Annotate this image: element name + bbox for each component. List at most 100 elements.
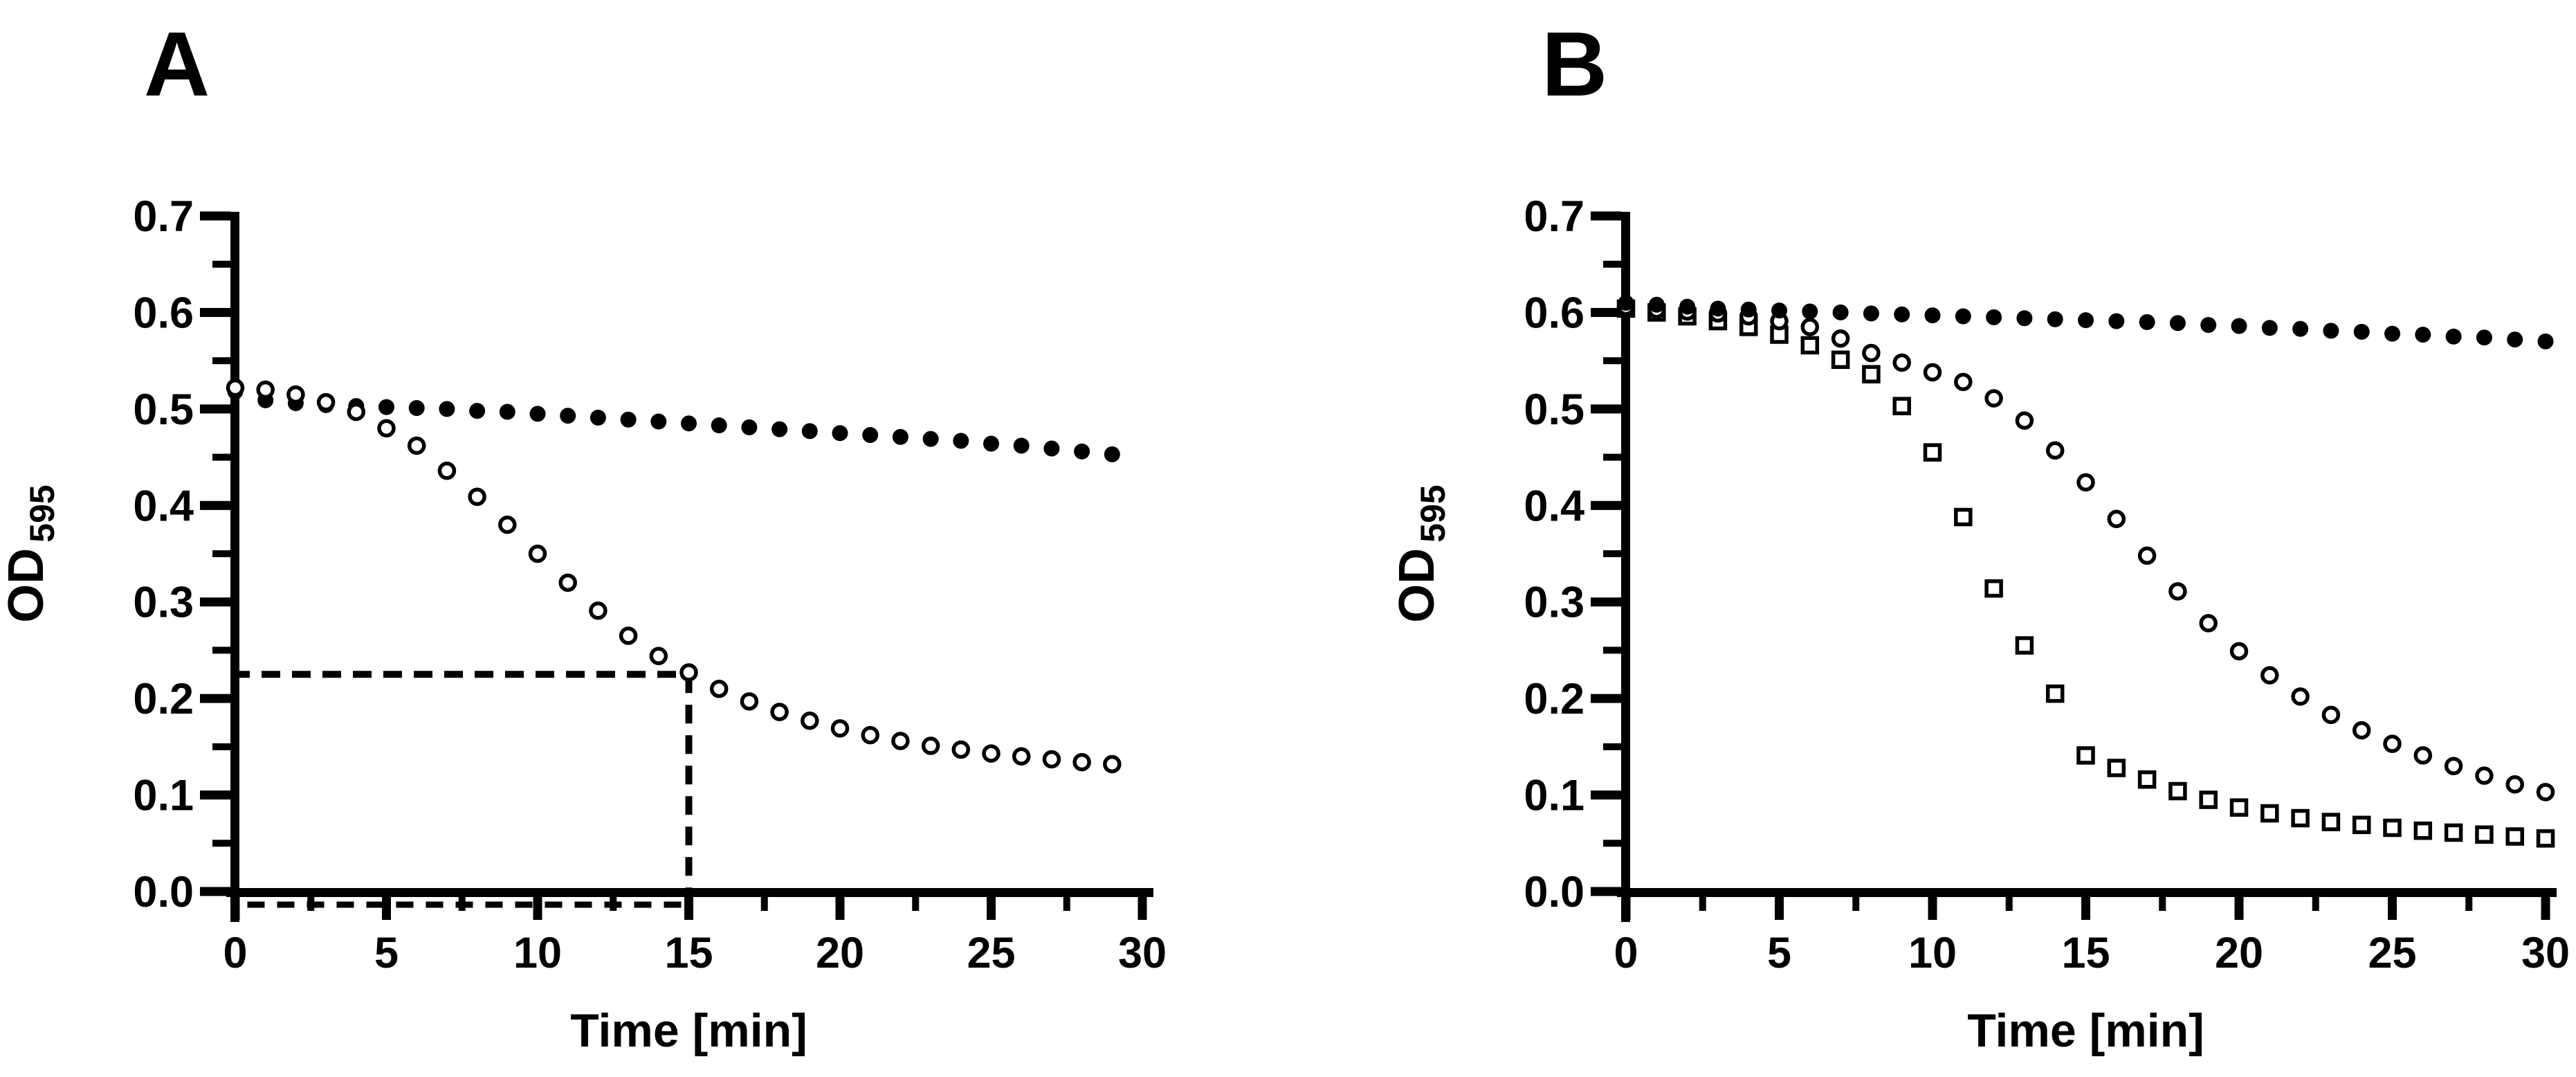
data-point-open-circle bbox=[226, 378, 245, 397]
y-axis-title-main: OD bbox=[0, 548, 54, 623]
y-major-tick bbox=[200, 887, 230, 896]
data-point-filled-circle bbox=[953, 433, 969, 449]
data-point-filled-circle bbox=[801, 423, 818, 440]
y-tick-label: 0.3 bbox=[1524, 579, 1584, 627]
x-tick-label: 20 bbox=[816, 929, 864, 977]
data-point-filled-circle bbox=[1679, 298, 1696, 315]
data-point-filled-circle bbox=[2108, 313, 2125, 329]
x-minor-tick bbox=[2312, 897, 2319, 911]
data-point-open-circle bbox=[1862, 343, 1881, 363]
y-tick-label: 0.0 bbox=[133, 868, 194, 916]
y-major-tick bbox=[200, 597, 230, 607]
data-point-open-circle bbox=[468, 487, 486, 506]
y-major-tick bbox=[200, 211, 230, 221]
data-point-open-circle bbox=[2045, 441, 2065, 460]
data-point-open-circle bbox=[2475, 766, 2494, 785]
data-point-filled-circle bbox=[469, 403, 486, 419]
data-point-open-square bbox=[2076, 746, 2095, 765]
y-minor-tick bbox=[1603, 260, 1621, 268]
data-point-open-circle bbox=[830, 719, 850, 738]
data-point-open-square bbox=[2045, 684, 2065, 703]
data-point-open-circle bbox=[649, 646, 668, 666]
y-axis-title: OD 595 bbox=[0, 485, 62, 622]
data-point-filled-circle bbox=[1648, 296, 1665, 313]
data-point-open-circle bbox=[2260, 666, 2279, 685]
y-minor-tick bbox=[1603, 357, 1621, 365]
data-point-filled-circle bbox=[2016, 310, 2033, 327]
data-point-filled-circle bbox=[620, 411, 637, 428]
data-point-filled-circle bbox=[529, 406, 546, 422]
data-point-open-circle bbox=[407, 436, 426, 455]
data-point-open-circle bbox=[2352, 721, 2371, 740]
data-point-filled-circle bbox=[2261, 320, 2278, 336]
y-tick-label: 0.5 bbox=[133, 386, 194, 434]
data-point-filled-circle bbox=[892, 428, 908, 445]
data-point-filled-circle bbox=[2507, 331, 2523, 347]
data-point-open-square bbox=[1831, 350, 1850, 369]
panel-b: B 0.0 0.1 0.2 0.3 0.4 0.5 0.6 0.7 0 5 10 15 20 25 30 Tim… bbox=[1389, 13, 2570, 1057]
y-tick-label: 0.1 bbox=[1524, 772, 1584, 820]
y-major-tick bbox=[1591, 500, 1621, 510]
data-point-open-circle bbox=[891, 732, 910, 750]
data-point-open-circle bbox=[1012, 747, 1031, 766]
y-minor-tick bbox=[1603, 550, 1621, 557]
data-point-open-circle bbox=[921, 736, 940, 755]
data-point-open-circle bbox=[558, 573, 577, 592]
x-major-tick bbox=[230, 897, 240, 920]
data-point-open-circle bbox=[2168, 582, 2187, 601]
data-point-open-circle bbox=[740, 692, 759, 711]
data-point-filled-circle bbox=[2231, 318, 2247, 334]
y-major-tick bbox=[200, 500, 230, 510]
x-major-tick bbox=[382, 897, 391, 920]
x-minor-tick bbox=[1699, 897, 1706, 911]
y-major-tick bbox=[1591, 887, 1621, 896]
y-minor-tick bbox=[1603, 743, 1621, 750]
data-point-filled-circle bbox=[2445, 328, 2462, 345]
x-major-tick bbox=[987, 897, 996, 920]
data-point-open-square bbox=[2107, 759, 2126, 777]
data-point-filled-circle bbox=[1986, 309, 2002, 325]
data-point-open-circle bbox=[801, 711, 819, 730]
data-point-filled-circle bbox=[2384, 325, 2400, 342]
data-point-open-circle bbox=[316, 392, 336, 412]
data-point-open-square bbox=[1923, 443, 1942, 462]
data-point-filled-circle bbox=[711, 417, 727, 434]
data-point-open-circle bbox=[1954, 372, 1973, 392]
y-tick-label: 0.4 bbox=[133, 482, 194, 530]
data-point-open-square bbox=[2137, 770, 2157, 789]
x-major-tick bbox=[1775, 897, 1784, 920]
y-tick-label: 0.0 bbox=[1524, 868, 1584, 916]
y-major-tick bbox=[200, 307, 230, 317]
x-tick-label: 25 bbox=[967, 929, 1015, 977]
x-tick-label: 15 bbox=[664, 929, 713, 977]
y-major-tick bbox=[1591, 694, 1621, 703]
data-point-open-square bbox=[2321, 813, 2341, 831]
x-axis-line bbox=[1617, 888, 2557, 897]
data-point-open-circle bbox=[437, 461, 457, 480]
y-minor-tick bbox=[212, 743, 230, 750]
data-point-filled-circle bbox=[2323, 323, 2339, 339]
x-tick-label: 0 bbox=[223, 929, 247, 977]
data-point-filled-circle bbox=[1832, 304, 1849, 320]
x-tick-label: 30 bbox=[1118, 929, 1167, 977]
data-point-filled-circle bbox=[439, 401, 455, 417]
data-point-filled-circle bbox=[1013, 437, 1030, 454]
data-point-filled-circle bbox=[832, 425, 848, 442]
data-point-open-circle bbox=[2137, 546, 2157, 565]
data-point-filled-circle bbox=[2200, 317, 2217, 334]
data-point-open-square bbox=[2352, 815, 2371, 835]
data-point-open-circle bbox=[256, 380, 275, 399]
data-point-open-circle bbox=[770, 703, 789, 721]
data-point-open-circle bbox=[2291, 687, 2310, 706]
data-point-filled-circle bbox=[1104, 446, 1120, 462]
data-point-filled-circle bbox=[1740, 301, 1757, 318]
data-point-filled-circle bbox=[983, 435, 999, 452]
y-tick-label: 0.6 bbox=[133, 289, 194, 337]
data-point-open-square bbox=[2229, 798, 2249, 817]
x-tick-label: 10 bbox=[513, 929, 562, 977]
data-point-filled-circle bbox=[862, 427, 879, 444]
y-major-tick bbox=[200, 404, 230, 414]
data-point-open-square bbox=[2291, 808, 2310, 828]
data-point-filled-circle bbox=[2476, 329, 2492, 346]
